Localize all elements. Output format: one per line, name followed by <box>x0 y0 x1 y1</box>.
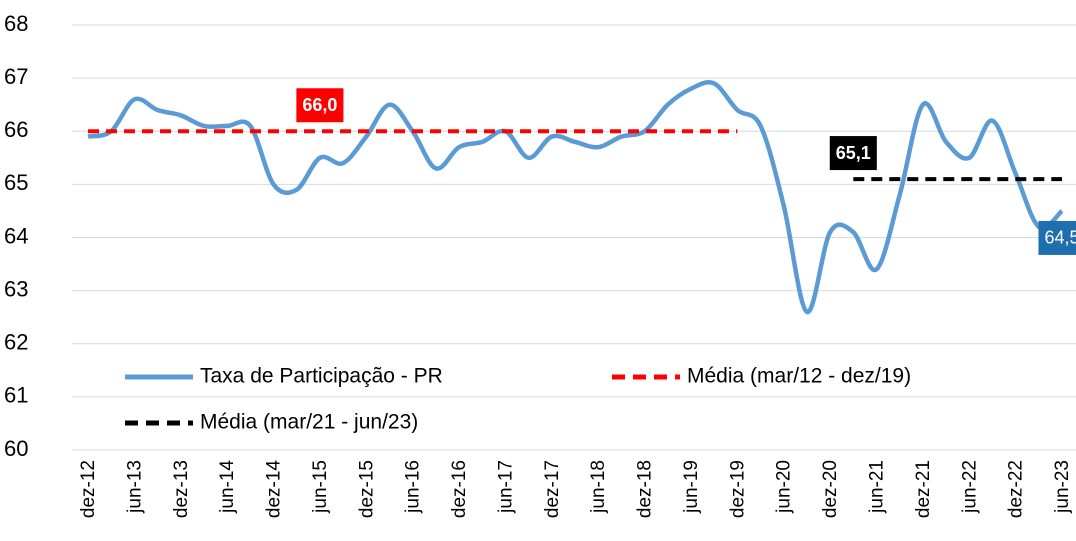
x-tick-label: dez-16 <box>449 460 470 518</box>
legend-label: Taxa de Participação - PR <box>200 365 443 388</box>
y-tick-label: 63 <box>4 276 28 301</box>
x-tick-label: dez-14 <box>264 460 285 519</box>
y-tick-label: 67 <box>4 64 28 89</box>
value-label: 65,1 <box>829 136 877 171</box>
value-label-box <box>829 136 877 171</box>
x-tick-label: dez-15 <box>356 460 377 518</box>
x-tick-label: jun-19 <box>681 460 702 514</box>
x-tick-label: dez-20 <box>820 460 841 518</box>
x-tick-label: jun-15 <box>310 460 331 514</box>
x-tick-label: jun-20 <box>774 460 795 514</box>
x-tick-label: jun-16 <box>403 460 424 514</box>
x-tick-label: jun-21 <box>866 460 887 514</box>
value-label-text: 66,0 <box>302 95 337 115</box>
x-tick-label: jun-18 <box>588 460 609 514</box>
x-tick-label: jun-22 <box>959 460 980 514</box>
y-tick-label: 62 <box>4 330 28 355</box>
x-tick-label: dez-19 <box>727 460 748 518</box>
y-tick-label: 61 <box>4 383 28 408</box>
y-tick-label: 60 <box>4 436 28 461</box>
y-tick-label: 64 <box>4 223 28 248</box>
y-tick-label: 68 <box>4 11 28 36</box>
x-tick-label: dez-13 <box>171 460 192 518</box>
x-tick-label: jun-17 <box>495 460 516 514</box>
x-tick-label: dez-17 <box>542 460 563 518</box>
value-label-box <box>296 88 344 123</box>
x-tick-label: dez-22 <box>1006 460 1027 518</box>
x-tick-label: dez-18 <box>635 460 656 518</box>
x-tick-label: dez-21 <box>913 460 934 518</box>
x-tick-label: dez-12 <box>78 460 99 518</box>
value-label-text: 64,5 <box>1044 228 1076 248</box>
x-tick-label: jun-14 <box>217 460 238 514</box>
legend-label: Média (mar/21 - jun/23) <box>200 411 418 434</box>
x-tick-label: jun-13 <box>124 460 145 514</box>
value-label: 64,5 <box>1038 220 1076 255</box>
value-label-box <box>1038 220 1076 255</box>
value-label-text: 65,1 <box>836 143 871 163</box>
y-tick-label: 66 <box>4 117 28 142</box>
legend-label: Média (mar/12 - dez/19) <box>687 365 911 388</box>
x-tick-label: jun-23 <box>1052 460 1073 514</box>
y-tick-label: 65 <box>4 170 28 195</box>
value-label: 66,0 <box>296 88 344 123</box>
series-line <box>87 80 1064 315</box>
